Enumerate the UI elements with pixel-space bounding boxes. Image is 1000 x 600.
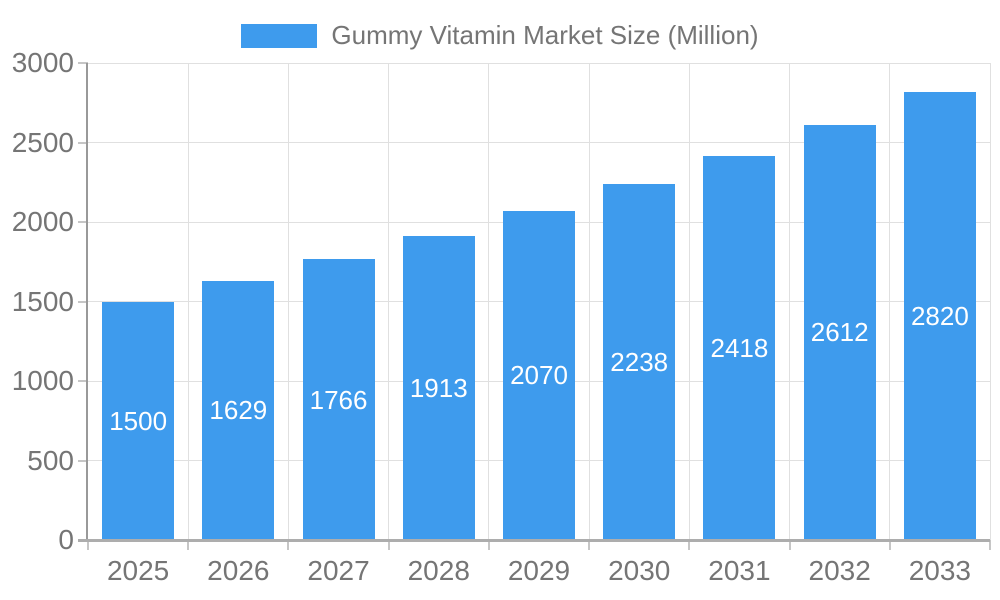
x-axis-tick [688,540,691,550]
y-axis-tick [78,459,88,462]
x-axis-line [78,539,990,542]
bar-value-label: 2612 [810,317,869,348]
x-axis-tick-label: 2030 [608,555,671,586]
y-axis-tick-label: 1000 [11,365,74,396]
x-axis-tick [87,540,89,550]
bar-value-label: 2238 [610,347,669,378]
bar[interactable]: 1913 [402,235,475,540]
x-axis-tick-label: 2029 [507,555,571,586]
x-axis-tick-label: 2025 [106,555,170,586]
x-axis-tick-label: 2026 [207,555,270,586]
bar-value-label: 1913 [409,372,468,403]
bar[interactable]: 2820 [903,91,976,540]
x-axis-tick [588,540,591,550]
x-axis-tick [487,540,490,550]
y-axis-line [86,63,88,540]
v-gridline [588,63,590,540]
y-axis-tick-label: 3000 [11,47,74,78]
v-gridline [488,63,490,540]
legend-label: Gummy Vitamin Market Size (Million) [331,20,759,50]
v-gridline [789,63,791,540]
y-axis-tick [78,300,88,303]
v-gridline [688,63,690,540]
y-axis-tick-label: 2500 [11,126,74,158]
v-gridline [889,63,891,540]
v-gridline [989,63,991,540]
x-axis-tick [989,540,991,550]
bar-value-label: 2820 [910,300,969,331]
bar[interactable]: 1766 [302,259,375,540]
legend-swatch-icon [241,23,318,48]
bar[interactable]: 2070 [503,210,575,540]
y-axis-tick [78,141,88,144]
v-gridline [187,63,189,540]
x-axis-tick [888,540,891,550]
bar-value-label: 2070 [510,360,568,391]
y-axis-tick-label: 0 [58,524,74,555]
y-axis-tick [78,380,88,382]
legend-item[interactable]: Gummy Vitamin Market Size (Million) [0,20,1000,51]
bar-value-label: 1629 [209,395,268,426]
x-axis-tick-label: 2032 [808,555,871,586]
x-axis-tick [788,540,791,550]
bar-value-label: 2418 [710,332,769,363]
v-gridline [388,63,390,540]
bar[interactable]: 1500 [102,301,175,540]
bar[interactable]: 2238 [603,184,676,540]
x-axis-tick [287,540,290,550]
x-axis-tick-label: 2031 [708,555,771,586]
x-axis-tick [387,540,390,550]
h-gridline [88,142,990,143]
bar-value-label: 1500 [109,405,168,436]
x-axis-tick-label: 2027 [307,555,370,586]
v-gridline [287,63,289,540]
y-axis-tick-label: 500 [27,444,74,476]
bar[interactable]: 2418 [703,155,776,540]
x-axis-tick [187,540,190,550]
h-gridline [88,62,990,64]
y-axis-tick-label: 1500 [11,285,74,317]
y-axis-tick [78,62,88,64]
y-axis-tick-label: 2000 [11,206,74,237]
y-axis-tick [78,221,88,223]
bar[interactable]: 1629 [202,280,275,540]
bar-value-label: 1766 [309,384,368,415]
bar[interactable]: 2612 [803,124,876,540]
x-axis-tick-label: 2033 [908,555,972,586]
x-axis-tick-label: 2028 [407,555,470,586]
